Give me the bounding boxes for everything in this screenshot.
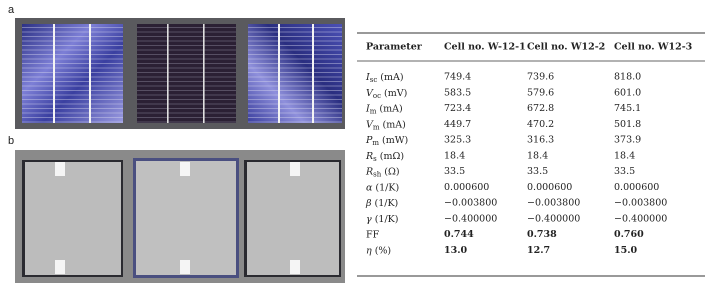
column-header: Cell no. W12-2 (527, 42, 605, 53)
parameter-unit: (1/K) (375, 198, 399, 209)
parameter-unit: (mV) (384, 87, 407, 98)
parameter-unit: (mA) (383, 119, 406, 130)
table-cell: 501.8 (614, 119, 641, 130)
parameter-label: α (1/K) (366, 182, 399, 193)
table-cell: 18.4 (527, 150, 548, 161)
table-cell: 33.5 (614, 166, 635, 177)
parameter-label: γ (1/K) (366, 213, 398, 224)
parameter-label: Pm (mW) (365, 135, 408, 148)
table-cell: 0.738 (527, 229, 557, 240)
parameter-subscript: m (370, 108, 377, 116)
parameter-symbol: P (365, 135, 373, 146)
parameter-unit: (Ω) (384, 166, 399, 177)
table-cell: 0.760 (614, 229, 644, 240)
column-header: Cell no. W-12-1 (444, 42, 526, 53)
table-cell: 12.7 (527, 245, 550, 256)
parameter-label: Isc (mA) (365, 72, 404, 85)
table-cell: 33.5 (444, 166, 465, 177)
photo-back (15, 150, 345, 283)
parameter-label: β (1/K) (365, 198, 398, 209)
parameter-unit: (mW) (382, 135, 408, 146)
parameter-symbol: V (366, 119, 374, 130)
table-cell: 33.5 (527, 166, 548, 177)
table-cell: 601.0 (614, 87, 641, 98)
table-cell: 672.8 (527, 103, 554, 114)
parameter-symbol: V (366, 87, 374, 98)
parameter-symbol: α (366, 182, 373, 193)
table-cell: −0.003800 (614, 198, 667, 209)
parameter-label: Rsh (Ω) (365, 166, 400, 179)
parameter-symbol: η (366, 245, 372, 256)
table-cell: 470.2 (527, 119, 554, 130)
panel-label: b (8, 135, 14, 147)
column-header: Cell no. W12-3 (614, 42, 692, 53)
parameter-unit: (%) (375, 245, 391, 256)
table-cell: 0.000600 (614, 182, 659, 193)
table-cell: 18.4 (444, 150, 465, 161)
parameter-symbol: R (365, 166, 373, 177)
photo-front (15, 18, 345, 129)
table-cell: 449.7 (444, 119, 471, 130)
parameter-symbol: β (365, 198, 372, 209)
parameter-symbol: FF (366, 229, 380, 240)
table-cell: 15.0 (614, 245, 638, 256)
table-cell: 316.3 (527, 135, 554, 146)
table-cell: −0.400000 (444, 213, 497, 224)
table-cell: 723.4 (444, 103, 471, 114)
table-cell: −0.400000 (614, 213, 667, 224)
parameter-label: η (%) (366, 245, 391, 256)
parameter-subscript: m (373, 123, 380, 131)
parameter-unit: (1/K) (375, 182, 399, 193)
parameter-subscript: sc (370, 76, 378, 84)
table-cell: 745.1 (614, 103, 641, 114)
table-cell: 13.0 (444, 245, 468, 256)
table-cell: 0.000600 (444, 182, 489, 193)
parameter-label: Voc (mV) (366, 87, 407, 100)
parameter-subscript: m (372, 139, 379, 147)
table-cell: 373.9 (614, 135, 641, 146)
parameter-label: FF (366, 229, 380, 240)
parameter-subscript: sh (373, 171, 382, 179)
table-cell: −0.003800 (444, 198, 497, 209)
parameter-label: Im (mA) (365, 103, 403, 116)
table-cell: 818.0 (614, 72, 641, 83)
table-cell: −0.003800 (527, 198, 580, 209)
table-cell: 325.3 (444, 135, 471, 146)
table-cell: 749.4 (444, 72, 471, 83)
parameter-symbol: γ (366, 213, 372, 224)
parameter-unit: (mA) (379, 103, 402, 114)
parameter-symbol: R (365, 150, 373, 161)
table-cell: −0.400000 (527, 213, 580, 224)
table-cell: 579.6 (527, 87, 554, 98)
parameter-subscript: s (373, 155, 377, 163)
parameter-symbol: I (365, 72, 370, 83)
table-cell: 0.000600 (527, 182, 572, 193)
parameter-symbol: I (365, 103, 370, 114)
parameter-unit: (mΩ) (380, 150, 404, 161)
table-cell: 0.744 (444, 229, 474, 240)
table-cell: 583.5 (444, 87, 471, 98)
table-cell: 18.4 (614, 150, 635, 161)
table-cell: 739.6 (527, 72, 554, 83)
parameter-label: Rs (mΩ) (365, 150, 404, 163)
parameter-unit: (1/K) (375, 213, 399, 224)
parameter-unit: (mA) (380, 72, 403, 83)
panel-label: a (8, 4, 15, 16)
parameter-label: Vm (mA) (366, 119, 406, 132)
column-header: Parameter (366, 42, 423, 53)
parameter-subscript: oc (373, 92, 381, 100)
